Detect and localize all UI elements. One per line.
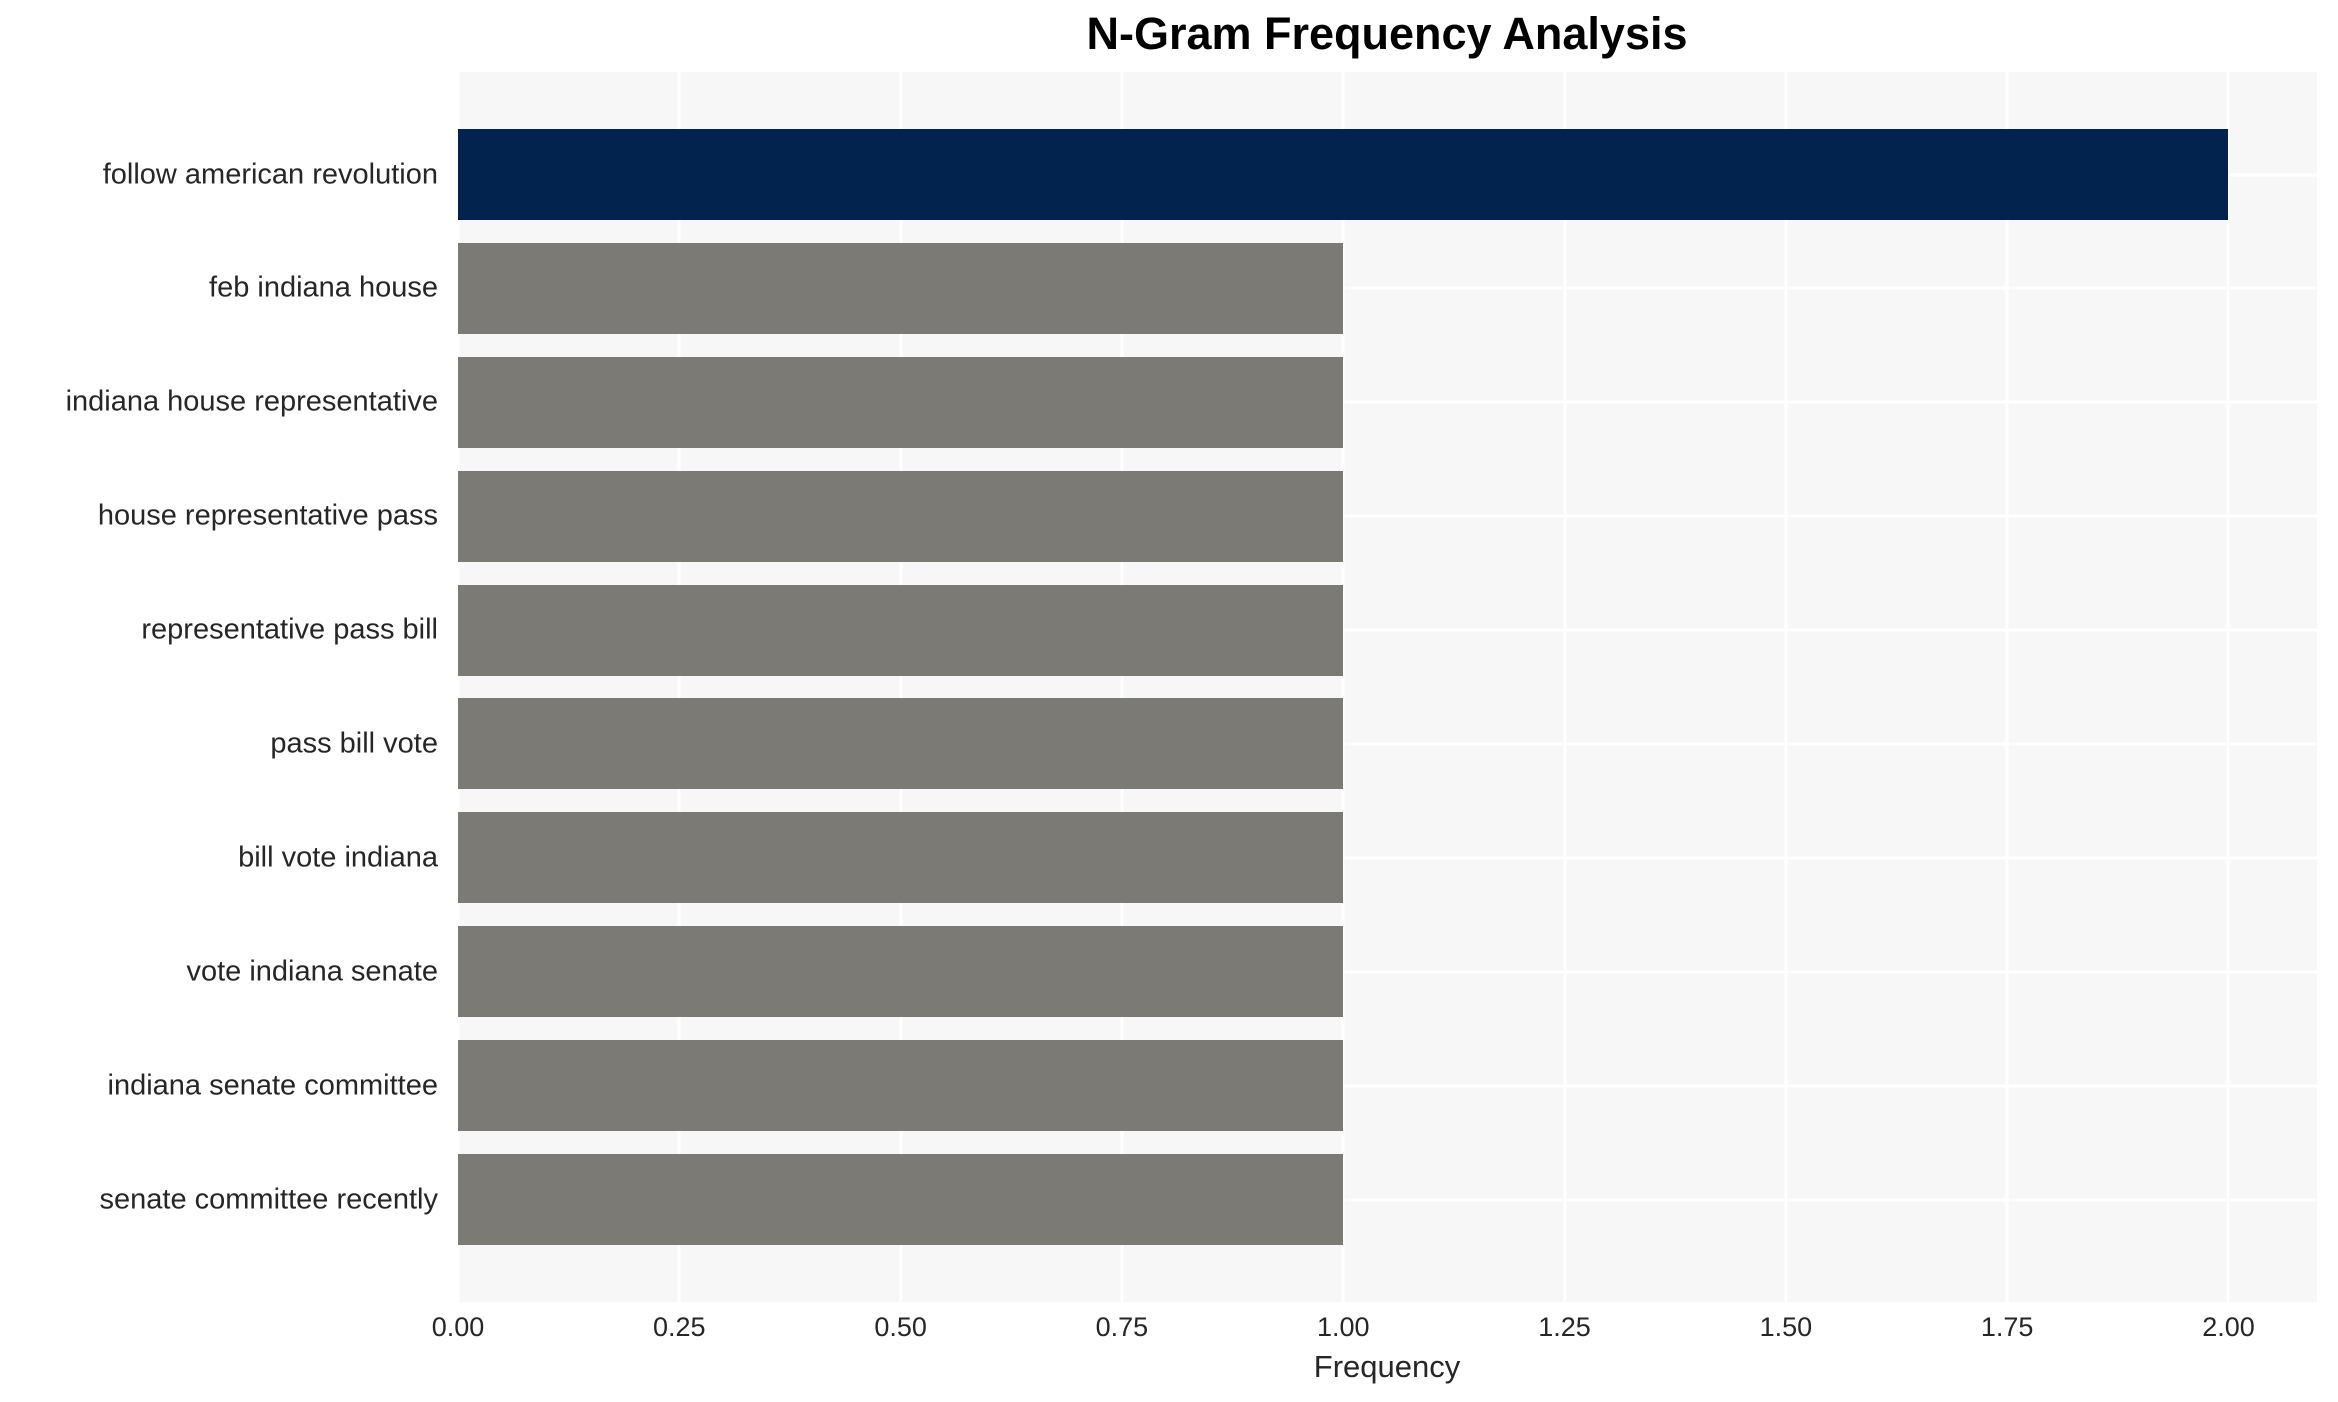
bar — [458, 698, 1344, 790]
x-tick-label: 1.25 — [1538, 1312, 1591, 1342]
x-tick-label: 1.50 — [1759, 1312, 1813, 1342]
bar — [458, 1040, 1344, 1132]
category-label: house representative pass — [97, 499, 438, 532]
gridline-vertical — [456, 72, 460, 1302]
category-label: representative pass bill — [141, 613, 438, 646]
plot-area — [456, 72, 2317, 1302]
x-tick-label: 0.00 — [431, 1312, 485, 1342]
gridline-vertical — [2226, 72, 2230, 1302]
category-label: feb indiana house — [209, 271, 438, 304]
category-label: pass bill vote — [270, 727, 438, 760]
gridline-vertical — [899, 72, 903, 1302]
category-label: indiana senate committee — [107, 1069, 438, 1102]
x-tick-label: 1.00 — [1316, 1312, 1370, 1342]
gridline-vertical — [1563, 72, 1567, 1302]
bar — [458, 1153, 1344, 1246]
bar — [458, 128, 2229, 221]
gridline-horizontal — [458, 514, 2317, 518]
x-tick-label: 0.50 — [874, 1312, 927, 1342]
x-tick-label: 2.00 — [2202, 1312, 2255, 1342]
gridline-vertical — [1120, 72, 1124, 1302]
x-tick-label: 1.75 — [1980, 1312, 2034, 1342]
x-tick-label: 0.25 — [653, 1312, 706, 1342]
gridline-horizontal — [458, 1198, 2317, 1201]
gridline-horizontal — [458, 856, 2317, 860]
y-axis-labels: follow american revolution feb indiana ho… — [0, 72, 448, 1302]
category-label: senate committee recently — [99, 1183, 438, 1215]
gridline-horizontal — [458, 742, 2317, 746]
bar — [458, 926, 1344, 1018]
category-label: follow american revolution — [102, 158, 438, 190]
bar — [458, 242, 1344, 334]
x-axis-label: Frequency — [1313, 1349, 1461, 1384]
gridline-horizontal — [458, 286, 2317, 290]
gridline-vertical — [1784, 72, 1788, 1302]
bar — [458, 470, 1344, 562]
x-axis-ticks: 0.00 0.25 0.50 0.75 1.00 1.25 1.50 1.75 2.00 — [432, 1312, 2317, 1348]
gridline-horizontal — [458, 970, 2317, 974]
bar — [458, 812, 1344, 904]
bar — [458, 584, 1344, 676]
gridline-vertical — [677, 72, 681, 1302]
gridline-vertical — [1341, 72, 1345, 1302]
x-tick-label: 0.75 — [1095, 1312, 1149, 1342]
category-label: vote indiana senate — [186, 955, 438, 988]
category-label: indiana house representative — [65, 385, 438, 418]
gridline-horizontal — [458, 400, 2317, 404]
gridline-horizontal — [458, 628, 2317, 632]
gridline-vertical — [2005, 72, 2009, 1302]
gridline-horizontal — [458, 1084, 2317, 1088]
chart-title: N-Gram Frequency Analysis — [1086, 8, 1688, 59]
bar — [458, 356, 1344, 448]
category-label: bill vote indiana — [238, 841, 438, 874]
